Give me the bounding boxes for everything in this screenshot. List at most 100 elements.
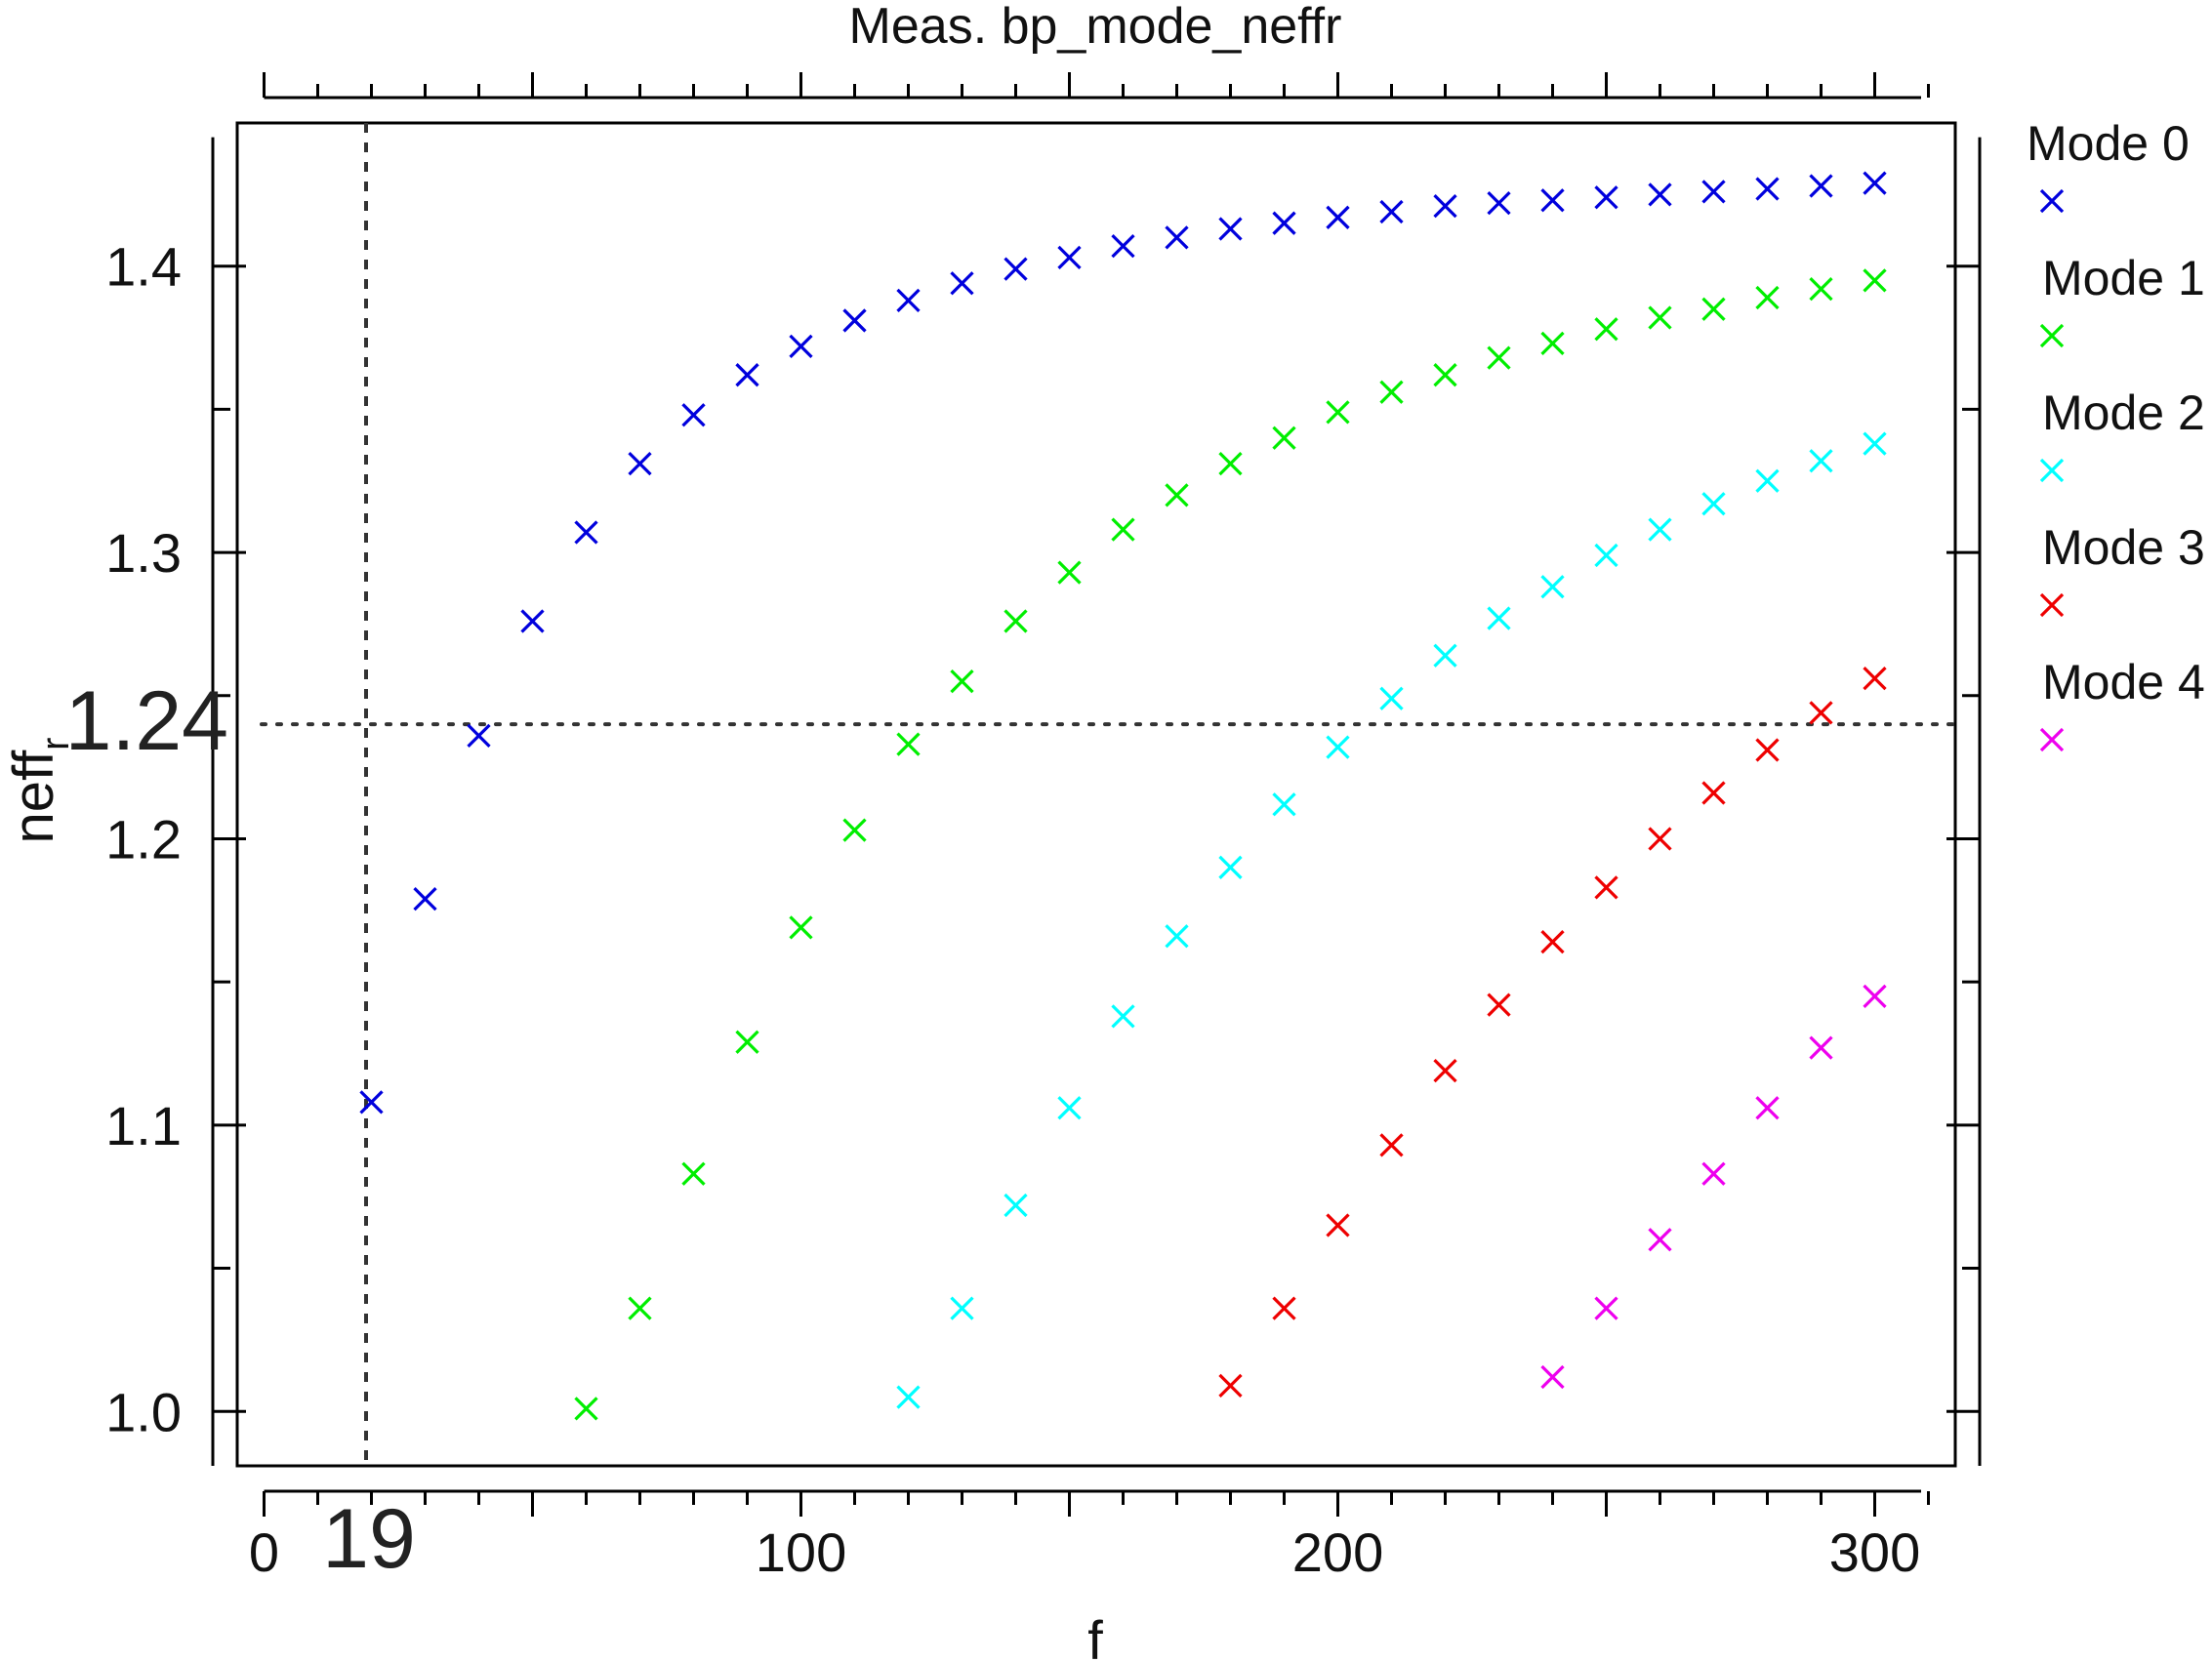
y-tick-label: 1.3 [105, 522, 182, 584]
data-point [1165, 483, 1189, 507]
data-point [1648, 517, 1672, 542]
data-point [1218, 855, 1243, 879]
data-point [1379, 199, 1404, 224]
chart-title: Meas. bp_mode_neffr [849, 0, 1342, 55]
data-point [789, 334, 813, 358]
series-mode-4 [1540, 984, 1887, 1390]
series-mode-2 [896, 431, 1887, 1409]
data-point [1809, 1035, 1833, 1060]
data-point [681, 1161, 706, 1186]
data-point [1057, 560, 1082, 585]
bottom-axis: 0 100 200 300 [249, 1489, 1930, 1583]
data-point [1648, 305, 1672, 330]
y-axis-label-subscript: r [34, 737, 77, 750]
series-mode-1 [574, 268, 1887, 1421]
data-point [1165, 924, 1189, 949]
data-point [1487, 191, 1511, 216]
data-point [1648, 182, 1672, 207]
top-axis [263, 72, 1930, 100]
data-point [1272, 792, 1296, 817]
legend-label: Mode 3 [2042, 520, 2205, 575]
data-point [413, 886, 437, 912]
data-point [1433, 193, 1457, 219]
data-point [1487, 345, 1511, 370]
data-point [842, 308, 867, 333]
data-point [1326, 205, 1350, 229]
x-axis-label: f [1087, 1609, 1103, 1662]
cursor-layer [260, 123, 1957, 1466]
data-point [359, 1090, 384, 1115]
plot-frame [235, 121, 1957, 1468]
data-point [1863, 268, 1887, 293]
left-axis: 1.0 1.1 1.2 1.3 1.4 [105, 137, 246, 1466]
data-point [950, 669, 974, 694]
data-point [574, 1397, 598, 1421]
data-point [1004, 1193, 1028, 1218]
data-point [1648, 827, 1672, 851]
data-point [1809, 174, 1833, 198]
data-point [1594, 543, 1618, 568]
data-point [1540, 188, 1565, 213]
data-point [467, 723, 491, 748]
y-axis-label: neffr [2, 737, 77, 843]
data-point [1540, 929, 1565, 954]
data-point [1433, 643, 1457, 668]
data-point [1272, 211, 1296, 235]
data-point [574, 520, 598, 545]
data-point [842, 818, 867, 842]
data-point [896, 1385, 921, 1409]
data-point [896, 288, 921, 313]
data-point [1379, 686, 1404, 710]
legend-marker [2039, 727, 2065, 752]
data-point [1701, 1161, 1726, 1186]
x-tick-label: 100 [756, 1521, 846, 1583]
data-point [1755, 285, 1780, 310]
data-point [1165, 225, 1189, 250]
data-point [1004, 609, 1028, 633]
data-point [1809, 701, 1833, 725]
data-point [1487, 993, 1511, 1017]
data-point [1809, 277, 1833, 302]
data-point [1755, 177, 1780, 201]
legend-marker [2039, 592, 2065, 618]
data-point [1057, 1096, 1082, 1120]
x-tick-label: 0 [249, 1521, 279, 1583]
series-mode-3 [1218, 667, 1887, 1398]
data-point [1326, 400, 1350, 425]
data-point [681, 403, 706, 427]
data-point [1863, 171, 1887, 195]
data-point [628, 1296, 652, 1320]
data-point [1540, 331, 1565, 356]
data-point [1111, 1004, 1135, 1029]
x-cursor-label: 19 [322, 1492, 416, 1586]
data-point [896, 732, 921, 756]
data-point [1648, 1228, 1672, 1252]
data-point [1594, 875, 1618, 900]
points-layer [359, 171, 1887, 1421]
right-axis [1946, 137, 1982, 1466]
legend-label: Mode 4 [2042, 655, 2205, 709]
y-tick-label: 1.2 [105, 808, 182, 870]
data-point [1218, 1373, 1243, 1398]
data-point [1379, 380, 1404, 404]
data-point [950, 271, 974, 296]
data-point [735, 363, 759, 387]
data-point [1326, 735, 1350, 759]
legend-marker [2039, 188, 2065, 214]
legend-marker [2039, 323, 2065, 348]
data-point [1755, 1096, 1780, 1120]
data-point [950, 1296, 974, 1320]
y-tick-label: 1.4 [105, 236, 182, 298]
y-axis-label-main: neff [2, 750, 65, 844]
data-point [1272, 426, 1296, 450]
data-point [1540, 1364, 1565, 1390]
data-point [1326, 1213, 1350, 1237]
data-point [1379, 1133, 1404, 1157]
data-point [1487, 606, 1511, 630]
legend-label: Mode 1 [2042, 251, 2205, 305]
data-point [1701, 180, 1726, 204]
data-point [1111, 234, 1135, 259]
data-point [520, 609, 545, 633]
y-tick-label: 1.1 [105, 1095, 182, 1156]
